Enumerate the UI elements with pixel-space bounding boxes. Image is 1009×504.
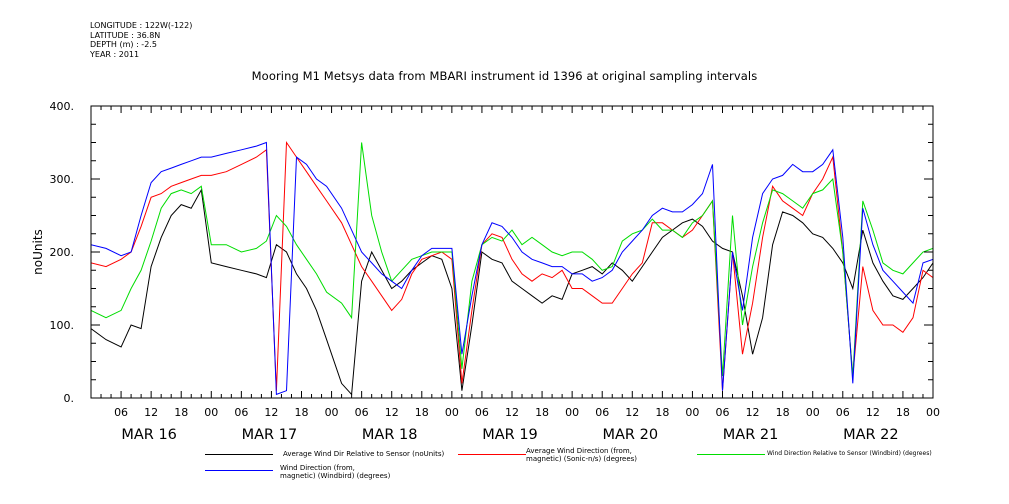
- x-hour-label: 06: [475, 406, 489, 419]
- series-line-3: [91, 141, 933, 396]
- legend-swatch-0: [205, 454, 273, 455]
- x-hour-label: 00: [685, 406, 699, 419]
- latitude-label: LATITUDE : 36.8N: [90, 30, 161, 40]
- x-hour-label: 18: [776, 406, 790, 419]
- legend-swatch-2: [697, 454, 765, 455]
- series-line-1: [91, 140, 933, 391]
- x-hour-label: 18: [295, 406, 309, 419]
- legend-swatch-1: [458, 454, 526, 455]
- x-hour-label: 00: [445, 406, 459, 419]
- y-axis-label: noUnits: [31, 229, 45, 275]
- legend-label-2: Wind Direction Relative to Sensor (Windb…: [767, 450, 932, 457]
- longitude-label: LONGITUDE : 122W(-122): [90, 21, 193, 30]
- y-tick-label: 0.: [64, 392, 75, 405]
- x-day-label: MAR 17: [242, 427, 298, 443]
- x-hour-label: 00: [565, 406, 579, 419]
- depth-label: DEPTH (m) : -2.5: [90, 40, 157, 49]
- x-hour-label: 12: [385, 406, 399, 419]
- x-hour-label: 12: [144, 406, 158, 419]
- legend-swatch-3: [205, 470, 273, 471]
- x-day-label: MAR 19: [482, 427, 538, 443]
- series-line-2: [91, 142, 933, 377]
- y-tick-label: 100.: [50, 319, 75, 332]
- series-line-0: [91, 188, 933, 396]
- x-hour-label: 06: [716, 406, 730, 419]
- x-hour-label: 18: [655, 406, 669, 419]
- x-hour-label: 12: [264, 406, 278, 419]
- x-hour-label: 12: [746, 406, 760, 419]
- x-hour-label: 18: [174, 406, 188, 419]
- legend-label-1: Average Wind Direction (from, magnetic) …: [526, 447, 638, 463]
- y-tick-label: 200.: [50, 246, 75, 259]
- x-hour-label: 18: [415, 406, 429, 419]
- y-tick-label: 300.: [50, 173, 75, 186]
- year-label: YEAR : 2011: [90, 49, 140, 59]
- x-hour-label: 18: [896, 406, 910, 419]
- x-hour-label: 00: [806, 406, 820, 419]
- x-hour-label: 12: [505, 406, 519, 419]
- x-hour-label: 00: [325, 406, 339, 419]
- y-tick-label: 400.: [50, 100, 75, 113]
- x-hour-label: 12: [625, 406, 639, 419]
- x-hour-label: 18: [535, 406, 549, 419]
- legend-label-3: Wind Direction (from, magnetic) (Windbir…: [280, 464, 391, 480]
- x-hour-label: 00: [926, 406, 940, 419]
- x-hour-label: 06: [234, 406, 248, 419]
- x-hour-label: 06: [836, 406, 850, 419]
- x-day-label: MAR 18: [362, 427, 418, 443]
- legend-label-0: Average Wind Dir Relative to Sensor (noU…: [283, 450, 445, 458]
- x-hour-label: 06: [595, 406, 609, 419]
- x-hour-label: 12: [866, 406, 880, 419]
- x-day-label: MAR 21: [723, 427, 779, 443]
- x-day-label: MAR 20: [602, 427, 658, 443]
- dataset-metadata: LONGITUDE : 122W(-122) LATITUDE : 36.8N …: [90, 21, 192, 59]
- x-hour-label: 00: [204, 406, 218, 419]
- x-hour-label: 06: [355, 406, 369, 419]
- plot-frame: [90, 105, 934, 399]
- x-hour-label: 06: [114, 406, 128, 419]
- x-day-label: MAR 22: [843, 427, 899, 443]
- x-day-label: MAR 16: [121, 427, 177, 443]
- chart-title: Mooring M1 Metsys data from MBARI instru…: [251, 69, 758, 83]
